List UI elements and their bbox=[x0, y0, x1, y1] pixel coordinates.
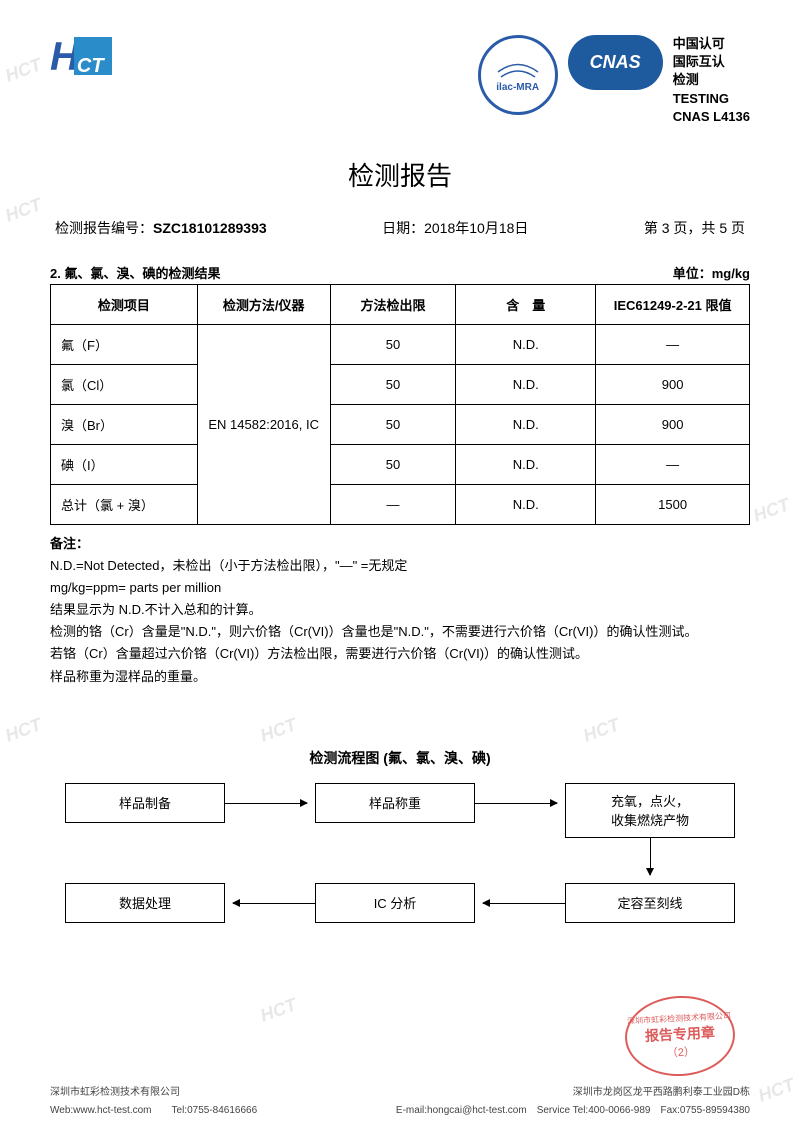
report-date: 日期：2018年10月18日 bbox=[382, 218, 528, 238]
ilac-text: ilac-MRA bbox=[496, 82, 539, 93]
note-line: 若铬（Cr）含量超过六价铬（Cr(VI)）方法检出限，需要进行六价铬（Cr(VI… bbox=[50, 643, 750, 665]
cnas-text: 中国认可 国际互认 检测 TESTING CNAS L4136 bbox=[673, 35, 750, 126]
footer-fax: Fax:0755-89594380 bbox=[660, 1105, 750, 1116]
flow-box-6: 数据处理 bbox=[65, 883, 225, 923]
flow-box-2: 样品称重 bbox=[315, 783, 475, 823]
th-method: 检测方法/仪器 bbox=[197, 284, 330, 324]
cnas-badge: CNAS bbox=[568, 35, 663, 90]
method-cell: EN 14582:2016, IC bbox=[197, 324, 330, 524]
table-row: 总计（氯 + 溴） — N.D. 1500 bbox=[51, 484, 750, 524]
cnas-group: CNAS bbox=[568, 35, 663, 90]
footer-web: Web:www.hct-test.com bbox=[50, 1105, 152, 1116]
section-unit: 单位：mg/kg bbox=[673, 263, 750, 282]
ilac-logo: ilac-MRA bbox=[478, 35, 558, 115]
th-limit: 方法检出限 bbox=[330, 284, 456, 324]
note-line: 结果显示为 N.D.不计入总和的计算。 bbox=[50, 599, 750, 621]
report-page: 第 3 页，共 5 页 bbox=[644, 218, 745, 238]
table-row: 氟（F） EN 14582:2016, IC 50 N.D. — bbox=[51, 324, 750, 364]
flow-box-3: 充氧，点火， 收集燃烧产物 bbox=[565, 783, 735, 838]
stamp-label: 报告专用章 bbox=[644, 1022, 715, 1046]
note-line: 样品称重为湿样品的重量。 bbox=[50, 666, 750, 688]
note-line: mg/kg=ppm= parts per million bbox=[50, 577, 750, 599]
stamp-number: （2） bbox=[666, 1043, 695, 1060]
report-title: 检测报告 bbox=[50, 156, 750, 193]
arrow-icon bbox=[233, 903, 315, 904]
flow-box-4: 定容至刻线 bbox=[565, 883, 735, 923]
arrow-icon bbox=[475, 803, 557, 804]
notes-title: 备注： bbox=[50, 533, 750, 555]
flow-box-1: 样品制备 bbox=[65, 783, 225, 823]
accreditation-logos: ilac-MRA CNAS 中国认可 国际互认 检测 TESTING CNAS … bbox=[478, 35, 750, 126]
table-row: 溴（Br） 50 N.D. 900 bbox=[51, 404, 750, 444]
section-header: 2. 氟、氯、溴、碘的检测结果 单位：mg/kg bbox=[50, 263, 750, 282]
flowchart-title: 检测流程图 (氟、氯、溴、碘) bbox=[50, 748, 750, 768]
notes: 备注： N.D.=Not Detected，未检出（小于方法检出限），"—" =… bbox=[50, 533, 750, 688]
header: H CT ilac-MRA CNAS 中国认可 国际互认 检测 TESTING … bbox=[50, 35, 750, 126]
table-row: 碘（I） 50 N.D. — bbox=[51, 444, 750, 484]
report-number: 检测报告编号：SZC18101289393 bbox=[55, 218, 267, 238]
th-content: 含 量 bbox=[456, 284, 596, 324]
results-table: 检测项目 检测方法/仪器 方法检出限 含 量 IEC61249-2-21 限值 … bbox=[50, 284, 750, 525]
footer-address: 深圳市龙岗区龙平西路鹏利泰工业园D栋 bbox=[573, 1083, 750, 1098]
hct-logo: H CT bbox=[50, 35, 112, 80]
footer-email: E-mail:hongcai@hct-test.com bbox=[396, 1105, 527, 1116]
table-header-row: 检测项目 检测方法/仪器 方法检出限 含 量 IEC61249-2-21 限值 bbox=[51, 284, 750, 324]
arrow-icon bbox=[650, 838, 651, 875]
arrow-icon bbox=[225, 803, 307, 804]
footer-company: 深圳市虹彩检测技术有限公司 bbox=[50, 1083, 180, 1098]
footer: 深圳市虹彩检测技术有限公司 深圳市龙岗区龙平西路鹏利泰工业园D栋 Web:www… bbox=[50, 1080, 750, 1116]
footer-service: Service Tel:400-0066-989 bbox=[537, 1105, 651, 1116]
section-title: 2. 氟、氯、溴、碘的检测结果 bbox=[50, 263, 220, 282]
stamp: 深圳市虹彩检测技术有限公司 报告专用章 （2） bbox=[623, 993, 737, 1079]
flowchart: 样品制备 样品称重 充氧，点火， 收集燃烧产物 定容至刻线 IC 分析 数据处理 bbox=[50, 783, 750, 953]
th-item: 检测项目 bbox=[51, 284, 198, 324]
report-info: 检测报告编号：SZC18101289393 日期：2018年10月18日 第 3… bbox=[50, 218, 750, 238]
table-row: 氯（Cl） 50 N.D. 900 bbox=[51, 364, 750, 404]
flow-box-5: IC 分析 bbox=[315, 883, 475, 923]
footer-tel: Tel:0755-84616666 bbox=[172, 1105, 258, 1116]
arrow-icon bbox=[483, 903, 565, 904]
th-iec: IEC61249-2-21 限值 bbox=[596, 284, 750, 324]
note-line: N.D.=Not Detected，未检出（小于方法检出限），"—" =无规定 bbox=[50, 555, 750, 577]
note-line: 检测的铬（Cr）含量是"N.D."，则六价铬（Cr(VI)）含量也是"N.D."… bbox=[50, 621, 750, 643]
